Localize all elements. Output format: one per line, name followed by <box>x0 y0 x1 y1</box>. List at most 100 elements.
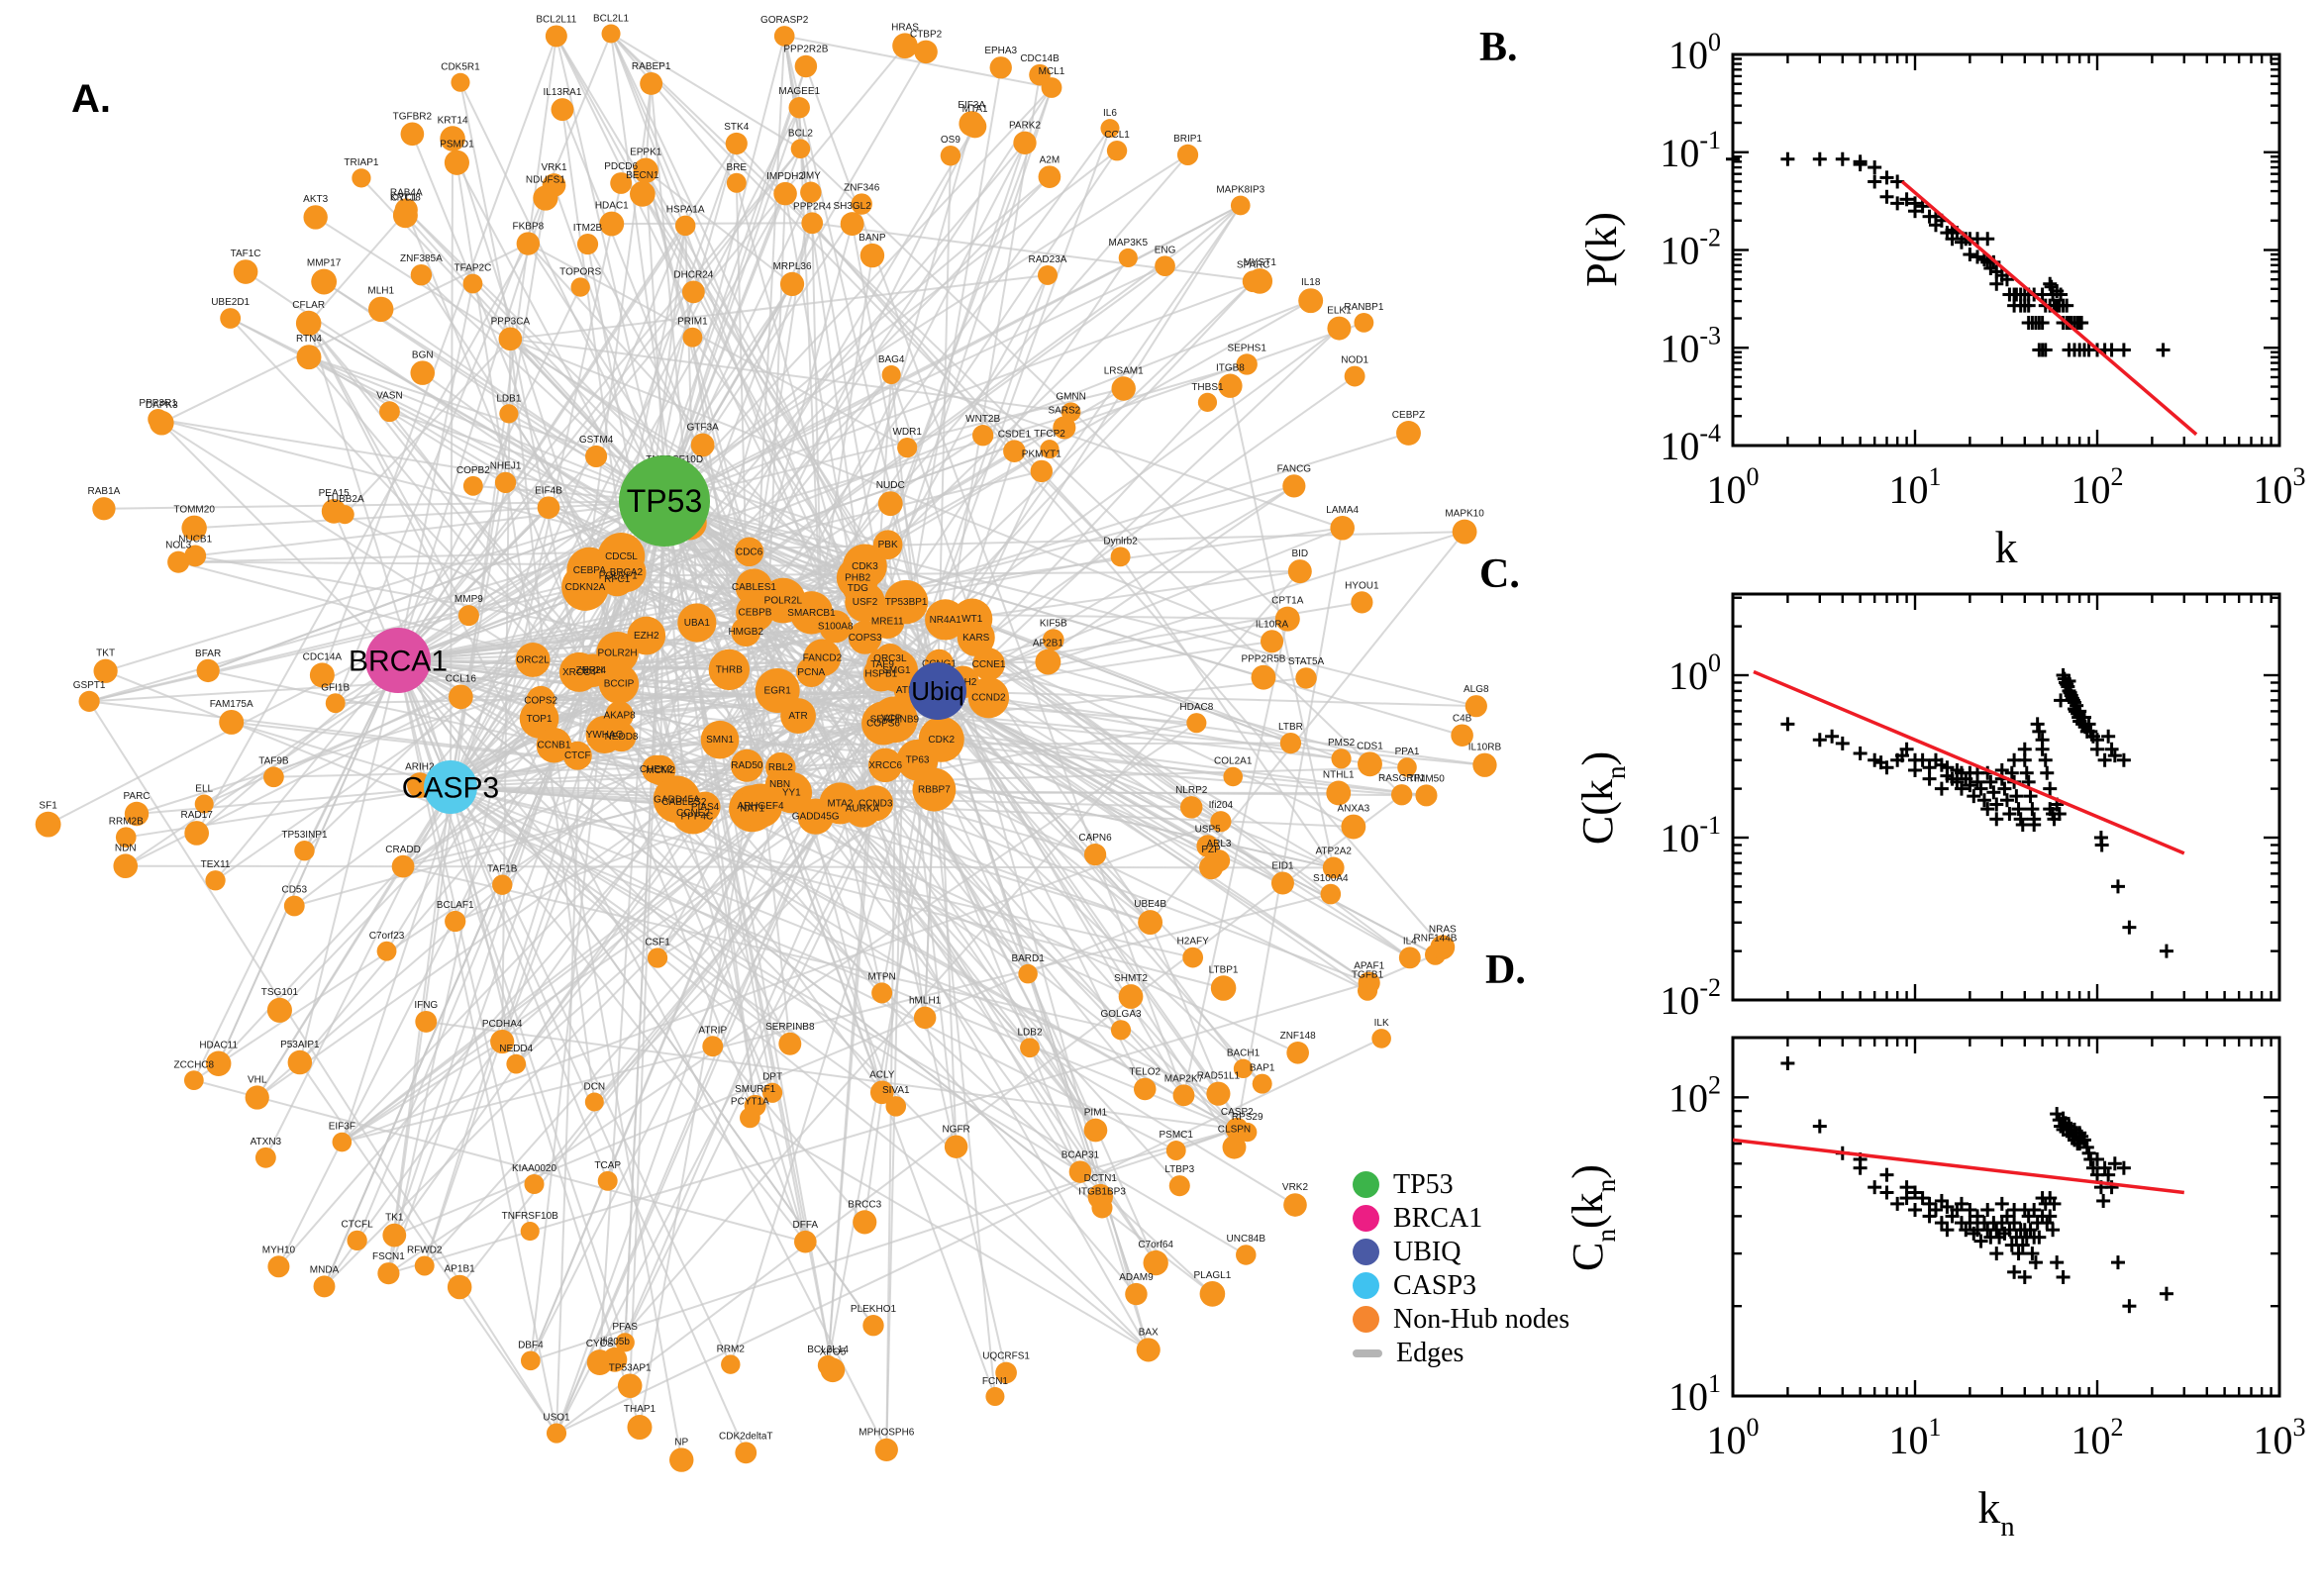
network-node-label: RRM2B <box>109 816 144 827</box>
network-node-label: WDR1 <box>892 427 922 438</box>
network-node <box>545 25 567 48</box>
network-node <box>665 783 702 820</box>
network-node <box>447 1274 472 1300</box>
network-node-label: BCLAF1 <box>437 900 474 911</box>
network-node <box>788 97 810 119</box>
network-node-label: GOLGA3 <box>1100 1009 1142 1020</box>
network-node <box>368 296 394 323</box>
network-node-label: HDAC11 <box>199 1041 238 1051</box>
network-node-label: BCAP31 <box>1061 1149 1100 1160</box>
network-node-label: BAP1 <box>1250 1063 1275 1074</box>
network-node <box>836 556 879 599</box>
network-node-label: TKT <box>96 648 115 659</box>
network-node-label: THRB <box>716 664 744 675</box>
network-node-label: LAMA4 <box>1326 505 1359 516</box>
network-node-label: PLEKHO1 <box>851 1304 897 1315</box>
network-node-label: IMPDH2 <box>766 171 804 182</box>
network-node-label: WNT2B <box>965 414 1000 425</box>
network-node <box>869 1080 894 1105</box>
network-node <box>1091 1197 1113 1219</box>
network-node-label: EPPK1 <box>630 148 662 158</box>
network-node-label: BAG4 <box>878 354 905 365</box>
svg-text:101: 101 <box>1889 1413 1942 1462</box>
network-node-label: OS9 <box>941 135 960 146</box>
network-node <box>1172 1084 1195 1107</box>
network-node-label: NAT1 <box>740 804 764 815</box>
network-node <box>642 754 670 784</box>
network-node-label: ELL <box>195 783 213 794</box>
network-node <box>1286 1041 1309 1064</box>
network-node <box>520 1222 540 1242</box>
network-node-label: AURKA <box>846 804 880 815</box>
svg-text:101: 101 <box>1668 1369 1721 1419</box>
network-node-label: DPT <box>762 1072 782 1083</box>
network-node-label: DFFA <box>793 1220 819 1231</box>
network-node <box>773 26 795 47</box>
network-node <box>382 1223 407 1247</box>
network-node-label: USF2 <box>853 597 878 608</box>
network-node <box>1236 1245 1257 1265</box>
tick-labels-B: 100 101 102 103 100 10-1 10-2 10-3 10-4 <box>1660 28 2305 512</box>
network-node-label: NEDD8 <box>605 732 639 743</box>
network-node-label: ITGB8 <box>1216 363 1245 374</box>
network-node <box>462 273 483 294</box>
scatter-points-C <box>1780 667 2173 958</box>
svg-text:10-2: 10-2 <box>1660 973 1721 1023</box>
network-node <box>1197 392 1218 412</box>
network-node <box>325 693 346 714</box>
hub-node-brca1: BRCA1 <box>349 628 448 693</box>
network-node-label: XRCC4 <box>562 667 596 678</box>
network-node-label: RFC1 <box>604 574 631 585</box>
network-node-label: RAB1A <box>88 486 121 497</box>
network-node <box>708 648 751 691</box>
network-node <box>995 1361 1017 1384</box>
network-node-label: CAPN6 <box>1078 833 1112 844</box>
network-node-label: IL18 <box>1301 277 1321 288</box>
network-node-label: TNFRSF10B <box>502 1211 559 1222</box>
network-node-label: ARL3 <box>1206 839 1231 849</box>
svg-text:102: 102 <box>1668 1070 1721 1120</box>
network-node-label: RAD50 <box>731 760 763 771</box>
network-node <box>1472 752 1497 777</box>
network-node-label: CASP2 <box>1221 1107 1254 1118</box>
network-node-label: YWHAG <box>586 730 624 741</box>
network-node <box>601 24 621 44</box>
network-node <box>877 491 903 517</box>
network-node <box>400 122 425 147</box>
network-node <box>1206 1081 1231 1106</box>
network-node-label: CEBPB <box>739 608 772 619</box>
network-node-label: RBBP7 <box>918 785 951 796</box>
network-node-label: PEA15 <box>319 488 351 499</box>
network-node-label: ORC3L <box>873 653 907 664</box>
network-node <box>1279 732 1302 754</box>
network-node-label: THAP1 <box>624 1404 656 1415</box>
network-node <box>1182 947 1204 968</box>
network-node-label: hMLH1 <box>909 996 942 1007</box>
network-node-label: COPS3 <box>849 633 882 644</box>
network-node-label: Ifi205b <box>600 1337 630 1347</box>
network-node-label: CTCFL <box>342 1220 374 1231</box>
svg-text:10-3: 10-3 <box>1660 321 1721 370</box>
network-node <box>1013 131 1037 154</box>
network-node <box>1251 664 1276 690</box>
network-node <box>881 364 901 385</box>
network-node-label: DCTN1 <box>1084 1173 1118 1184</box>
network-node-label: RPS29 <box>1232 1112 1263 1123</box>
network-node <box>1222 1135 1247 1159</box>
network-node <box>1038 165 1061 189</box>
network-node-label: EGR1 <box>764 685 792 696</box>
network-node-label: NHEJ1 <box>490 461 522 472</box>
network-node-label: CCNE2 <box>676 808 710 819</box>
panel-label-b: B. <box>1479 25 1518 70</box>
network-node-label: BCL2 <box>788 129 813 140</box>
network-node-label: SF1 <box>39 801 57 812</box>
x-axis-label-D: kn <box>1977 1482 2014 1543</box>
network-node <box>989 56 1012 79</box>
network-node-label: COPS6 <box>866 719 900 730</box>
network-node-label: Dynlrb2 <box>1103 536 1138 547</box>
network-node <box>1330 515 1355 541</box>
network-node-label: FAM175A <box>210 699 253 710</box>
network-node-label: POLR2H <box>598 648 638 658</box>
network-node <box>1327 316 1352 341</box>
